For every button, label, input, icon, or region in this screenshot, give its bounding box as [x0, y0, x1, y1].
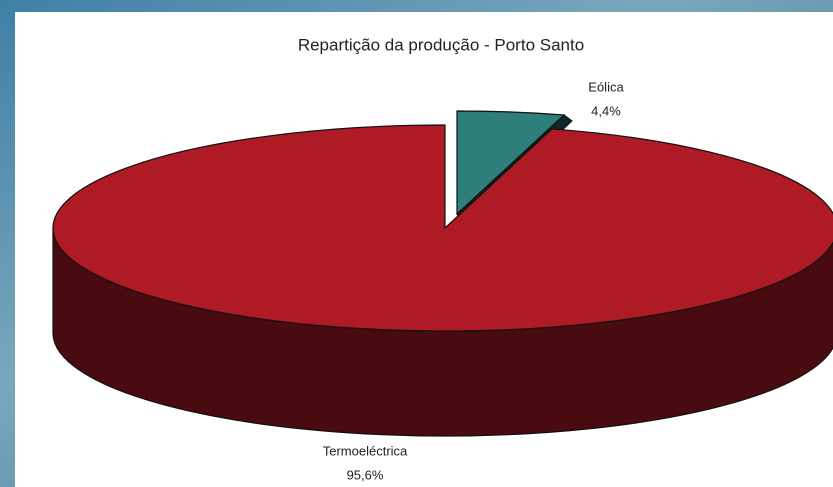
slice-value-label: 4,4% — [591, 103, 621, 118]
slice — [456, 110, 566, 216]
slice-label: Eólica — [588, 79, 624, 94]
slice — [52, 124, 833, 332]
slice-value-label: 95,6% — [347, 467, 384, 482]
chart-title: Repartição da produção - Porto Santo — [298, 35, 584, 54]
slice-label: Termoeléctrica — [323, 443, 408, 458]
